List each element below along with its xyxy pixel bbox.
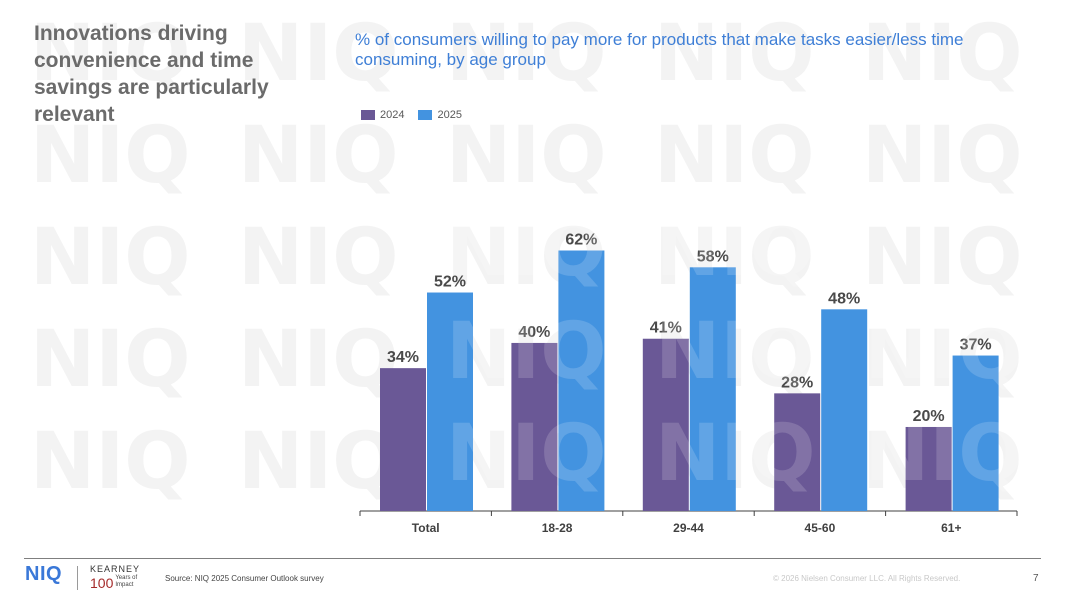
niq-logo: NIQ (25, 563, 63, 585)
watermark-text: NIQ (862, 213, 1023, 303)
bar-2025-Total (427, 292, 473, 511)
bar-2024-45-60 (774, 393, 821, 511)
bar-2024-Total (380, 368, 426, 511)
x-tick-label-29-44: 29-44 (673, 521, 704, 535)
page-headline: Innovations driving convenience and time… (34, 22, 269, 126)
data-label-2024-18-28: 40% (518, 324, 550, 341)
data-label-2024-61+: 20% (913, 408, 945, 425)
data-label-2025-Total: 52% (434, 274, 466, 291)
watermark-text: NIQ (862, 9, 1023, 99)
bar-2024-29-44 (642, 338, 689, 511)
watermark-text: NIQ (446, 111, 607, 201)
bar-2024-18-28 (511, 342, 558, 511)
watermark-text: NIQ (238, 213, 399, 303)
kearney-100-subtext: Years of Impact (115, 575, 138, 588)
watermark-text: NIQ (654, 111, 815, 201)
legend-label-2024: 2024 (380, 109, 405, 121)
source-note: Source: NIQ 2025 Consumer Outlook survey (165, 574, 324, 583)
data-label-2024-45-60: 28% (781, 374, 813, 391)
watermark-text: NIQ (30, 213, 191, 303)
chart-title: % of consumers willing to pay more for p… (355, 30, 964, 69)
watermark-text: NIQ (238, 9, 399, 99)
data-label-2024-Total: 34% (387, 349, 419, 366)
kearney-100-years-logo: 100 Years of Impact (90, 575, 143, 591)
legend-item-2025: 2025 (418, 109, 462, 121)
watermark-text: NIQ (238, 315, 399, 405)
chart-legend: 2024 2025 (361, 109, 470, 121)
watermark-text: NIQ (446, 9, 607, 99)
kearney-100-number: 100 (90, 575, 114, 591)
x-tick-label-18-28: 18-28 (542, 521, 573, 535)
logo-separator (77, 566, 78, 590)
watermark-text: NIQ (238, 111, 399, 201)
legend-swatch-2025 (418, 110, 433, 120)
watermark-text: NIQ (654, 9, 815, 99)
watermark-text: NIQ (238, 417, 399, 507)
legend-item-2024: 2024 (361, 109, 404, 121)
watermark-text: NIQ (30, 315, 191, 405)
bar-2025-45-60 (821, 309, 868, 511)
legend-swatch-2024 (361, 110, 375, 120)
data-label-2025-61+: 37% (960, 337, 992, 354)
watermark-text: NIQ (862, 111, 1023, 201)
legend-label-2025: 2025 (437, 109, 462, 121)
watermark-text: NIQ (30, 111, 191, 201)
bar-2024-61+ (905, 426, 952, 511)
copyright-notice: © 2026 Nielsen Consumer LLC. All Rights … (773, 574, 961, 583)
x-tick-label-45-60: 45-60 (805, 521, 836, 535)
watermark-text: NIQ (30, 417, 191, 507)
data-label-2024-29-44: 41% (650, 320, 682, 337)
kearney-logo: KEARNEY (90, 564, 141, 574)
bar-2025-18-28 (558, 250, 605, 511)
data-label-2025-18-28: 62% (565, 232, 597, 249)
page-number: 7 (1033, 573, 1039, 584)
x-tick-label-61+: 61+ (941, 521, 961, 535)
bar-2025-29-44 (689, 267, 736, 511)
watermark-text: NIQ (30, 9, 191, 99)
data-label-2025-29-44: 58% (697, 248, 729, 265)
x-tick-label-Total: Total (412, 521, 440, 535)
data-label-2025-45-60: 48% (828, 290, 860, 307)
bar-2025-61+ (952, 355, 999, 511)
footer-divider (24, 558, 1041, 559)
